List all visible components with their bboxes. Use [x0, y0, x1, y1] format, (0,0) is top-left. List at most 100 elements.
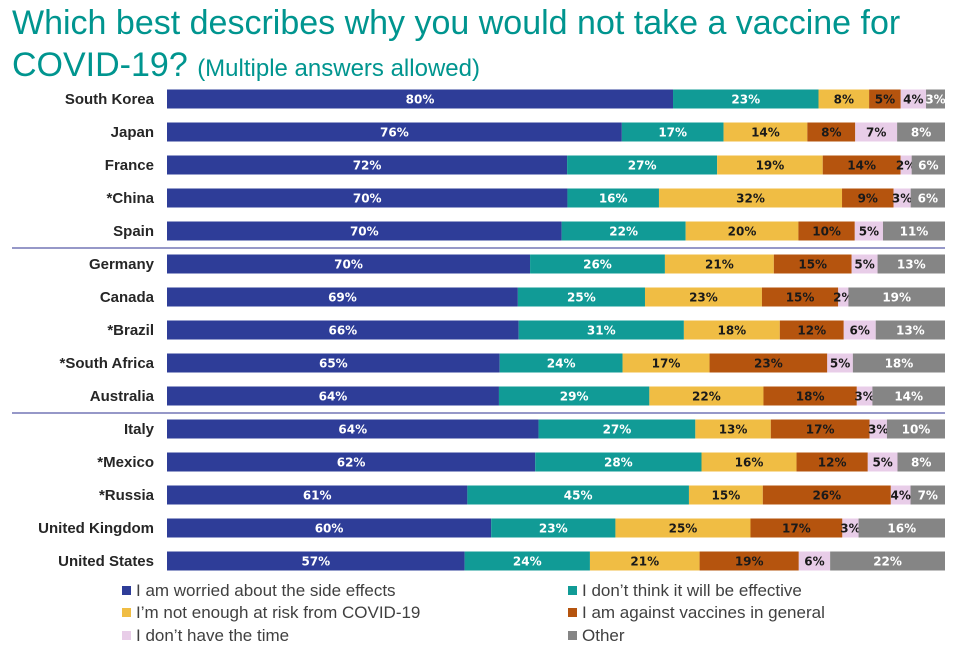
bar-segment-5: [855, 122, 898, 142]
bar-segment-6: [848, 287, 945, 307]
data-label: 2%: [896, 159, 916, 173]
row-united-states: United States 57% 24% 21% 19% 6% 22%: [58, 551, 945, 571]
data-label: 4%: [890, 489, 910, 503]
bar-segment-2: [538, 419, 696, 439]
category-label: United States: [58, 553, 154, 570]
data-label: 23%: [754, 357, 783, 371]
data-label: 12%: [818, 456, 847, 470]
data-label: 5%: [872, 456, 892, 470]
data-label: 8%: [821, 126, 841, 140]
data-label: 8%: [911, 126, 931, 140]
bar-segment-5: [900, 89, 927, 109]
bar-segment-2: [673, 89, 819, 109]
data-label: 16%: [599, 192, 628, 206]
category-label: *South Africa: [60, 355, 155, 372]
chart-title: Which best describes why you would not t…: [12, 2, 952, 90]
data-label: 64%: [319, 390, 348, 404]
data-label: 70%: [350, 225, 379, 239]
data-label: 12%: [797, 324, 826, 338]
data-label: 18%: [796, 390, 825, 404]
data-label: 13%: [896, 324, 925, 338]
row-germany: Germany 70% 26% 21% 15% 5% 13%: [89, 254, 945, 274]
data-label: 24%: [547, 357, 576, 371]
legend-item-6: Other: [568, 626, 625, 645]
row-russia: *Russia 61% 45% 15% 26% 4% 7%: [99, 485, 945, 505]
bar-segment-6: [910, 485, 945, 505]
group-separators: [12, 247, 945, 414]
bar-segment-6: [858, 518, 945, 538]
data-label: 70%: [334, 258, 363, 272]
data-label: 6%: [918, 159, 938, 173]
bar-segment-2: [567, 155, 718, 175]
data-label: 25%: [567, 291, 596, 305]
bar-segment-5: [856, 386, 873, 406]
data-label: 26%: [812, 489, 841, 503]
bar-segment-4: [796, 452, 868, 472]
data-label: 15%: [798, 258, 827, 272]
row-japan: Japan 76% 17% 14% 8% 7% 8%: [111, 122, 945, 142]
legend-label: I don’t have the time: [136, 626, 289, 645]
data-label: 6%: [850, 324, 870, 338]
data-label: 27%: [628, 159, 657, 173]
bar-segment-1: [167, 551, 465, 571]
bar-segment-4: [779, 320, 844, 340]
data-label: 19%: [735, 555, 764, 569]
data-label: 15%: [712, 489, 741, 503]
bar-segment-1: [167, 188, 568, 208]
data-label: 20%: [728, 225, 757, 239]
bar-segment-6: [897, 122, 945, 142]
legend-label: I don’t think it will be effective: [582, 581, 802, 600]
bar-segment-5: [890, 485, 911, 505]
bar-segment-1: [167, 518, 492, 538]
category-label: Japan: [111, 124, 154, 141]
data-label: 45%: [564, 489, 593, 503]
data-label: 3%: [892, 192, 912, 206]
bar-segment-3: [683, 320, 780, 340]
bar-segment-1: [167, 221, 562, 241]
row-spain: Spain 70% 22% 20% 10% 5% 11%: [113, 221, 945, 241]
bar-segment-2: [498, 386, 650, 406]
data-label: 32%: [736, 192, 765, 206]
data-label: 16%: [887, 522, 916, 536]
bar-segment-1: [167, 320, 519, 340]
data-label: 23%: [539, 522, 568, 536]
data-label: 28%: [604, 456, 633, 470]
bar-segment-2: [567, 188, 659, 208]
bar-segment-3: [664, 254, 774, 274]
bar-segment-4: [709, 353, 828, 373]
chart-rows: South Korea 80% 23% 8% 5% 4% 3%Japan 76% 17% 14% 8…: [38, 89, 946, 571]
data-label: 21%: [705, 258, 734, 272]
bar-segment-2: [535, 452, 702, 472]
data-label: 76%: [380, 126, 409, 140]
data-label: 3%: [854, 390, 874, 404]
data-label: 5%: [854, 258, 874, 272]
data-label: 25%: [669, 522, 698, 536]
row-south-korea: South Korea 80% 23% 8% 5% 4% 3%: [65, 89, 946, 109]
data-label: 17%: [806, 423, 835, 437]
bar-segment-5: [838, 287, 849, 307]
bar-segment-1: [167, 386, 499, 406]
data-label: 16%: [735, 456, 764, 470]
bar-segment-3: [649, 386, 764, 406]
chart-legend: I am worried about the side effects I don…: [122, 581, 825, 645]
bar-segment-6: [882, 221, 945, 241]
bar-segment-4: [773, 254, 852, 274]
bar-segment-4: [762, 485, 891, 505]
bar-segment-3: [622, 353, 710, 373]
bar-segment-4: [750, 518, 843, 538]
data-label: 17%: [652, 357, 681, 371]
data-label: 8%: [834, 93, 854, 107]
bar-segment-6: [830, 551, 945, 571]
legend-label: I am worried about the side effects: [136, 581, 396, 600]
data-label: 21%: [630, 555, 659, 569]
data-label: 22%: [609, 225, 638, 239]
bar-segment-1: [167, 419, 539, 439]
bar-segment-1: [167, 122, 622, 142]
row-south-africa: *South Africa 65% 24% 17% 23% 5% 18%: [60, 353, 945, 373]
category-label: *Russia: [99, 487, 155, 504]
bar-segment-4: [822, 155, 901, 175]
category-label: Spain: [113, 223, 154, 240]
row-italy: Italy 64% 27% 13% 17% 3% 10%: [124, 419, 945, 439]
data-label: 11%: [900, 225, 929, 239]
bar-segment-1: [167, 89, 674, 109]
